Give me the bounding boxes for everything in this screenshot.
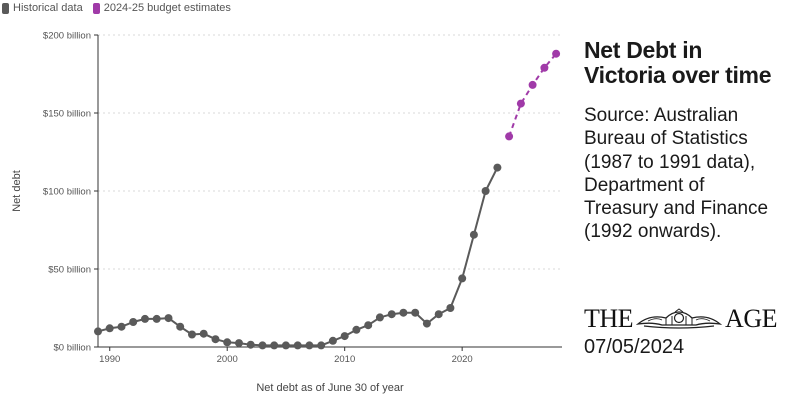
data-point[interactable] [129, 318, 138, 326]
data-point[interactable] [94, 327, 102, 336]
source-line: Bureau of Statistics [584, 128, 748, 150]
crest-icon [636, 308, 723, 329]
caption-title: Net Debt in Victoria over time [584, 38, 800, 88]
source-line: Treasury and Finance [584, 198, 769, 220]
data-point[interactable] [270, 341, 279, 350]
y-tick-label: $200 billion [43, 31, 91, 42]
data-point[interactable] [105, 324, 114, 333]
source-note: Source: Australian Bureau of Statistics … [584, 104, 800, 244]
legend-item-historical[interactable]: Historical data [2, 2, 83, 14]
gridlines [98, 34, 562, 270]
data-point[interactable] [328, 336, 337, 345]
data-point[interactable] [305, 341, 314, 350]
y-tick-label: $50 billion [48, 265, 91, 276]
data-point[interactable] [493, 163, 502, 172]
the-age-logo: THE AGE [584, 304, 800, 334]
data-point[interactable] [481, 187, 490, 195]
data-point[interactable] [176, 322, 185, 331]
masthead-word-age: AGE [725, 304, 777, 333]
data-point[interactable] [235, 339, 243, 348]
x-tick-label: 2020 [452, 354, 473, 365]
legend-item-estimates[interactable]: 2024-25 budget estimates [92, 2, 231, 14]
data-point[interactable] [458, 274, 467, 283]
data-point[interactable] [199, 329, 208, 338]
data-point[interactable] [340, 332, 349, 341]
source-line: Department of [584, 174, 705, 196]
caption-title-line: Net Debt in [584, 37, 703, 63]
source-line: (1992 onwards). [584, 221, 722, 243]
data-point[interactable] [223, 338, 232, 347]
source-line: (1987 to 1991 data), [584, 151, 756, 173]
data-point[interactable] [434, 310, 443, 319]
data-point[interactable] [352, 325, 361, 334]
data-point[interactable] [540, 63, 549, 72]
data-point[interactable] [399, 308, 408, 317]
x-tick-label: 2010 [334, 354, 355, 365]
caption-panel: Net Debt in Victoria over time Source: A… [584, 38, 800, 244]
data-point[interactable] [317, 341, 326, 350]
y-tick-label: $100 billion [43, 187, 91, 198]
data-point[interactable] [152, 314, 161, 323]
data-point[interactable] [188, 330, 196, 339]
legend-label-historical: Historical data [13, 2, 83, 14]
y-tick-label: $0 billion [54, 343, 92, 354]
data-point[interactable] [516, 99, 525, 108]
source-line: Source: Australian [584, 105, 739, 126]
axes: $0 billion $50 billion $100 billion $150 bi… [43, 31, 562, 365]
x-tick-label: 2000 [217, 354, 238, 365]
data-point[interactable] [211, 335, 220, 344]
legend-swatch-estimates [92, 2, 100, 14]
data-point[interactable] [258, 341, 267, 350]
net-debt-chart: $0 billion $50 billion $100 billion $150 bi… [11, 31, 562, 394]
data-point[interactable] [141, 314, 149, 323]
data-point[interactable] [528, 80, 537, 89]
data-point[interactable] [164, 314, 173, 323]
data-point[interactable] [387, 310, 396, 319]
y-axis-title: Net debt [11, 170, 23, 212]
series-line [508, 53, 557, 137]
data-point[interactable] [446, 304, 455, 312]
x-tick-label: 1990 [99, 354, 120, 365]
legend-label-estimates: 2024-25 budget estimates [103, 2, 231, 14]
caption-title-line: Victoria over time [584, 62, 772, 88]
data-point[interactable] [552, 49, 561, 58]
data-point[interactable] [411, 308, 420, 317]
legend-swatch-historical [2, 2, 9, 14]
publication-date: 07/05/2024 [584, 336, 685, 358]
data-series [94, 49, 561, 350]
data-point[interactable] [117, 322, 126, 331]
data-point[interactable] [375, 313, 384, 322]
masthead-word-the: THE [584, 304, 634, 333]
data-point[interactable] [293, 341, 302, 350]
data-point[interactable] [469, 230, 478, 239]
data-point[interactable] [422, 319, 431, 328]
data-point[interactable] [281, 341, 290, 350]
chart-legend: Historical data 2024-25 budget estimates [2, 0, 231, 16]
data-point[interactable] [246, 340, 255, 349]
data-point[interactable] [364, 321, 373, 330]
data-point[interactable] [505, 132, 514, 141]
x-axis-title: Net debt as of June 30 of year [256, 382, 404, 394]
y-tick-label: $150 billion [43, 109, 91, 120]
